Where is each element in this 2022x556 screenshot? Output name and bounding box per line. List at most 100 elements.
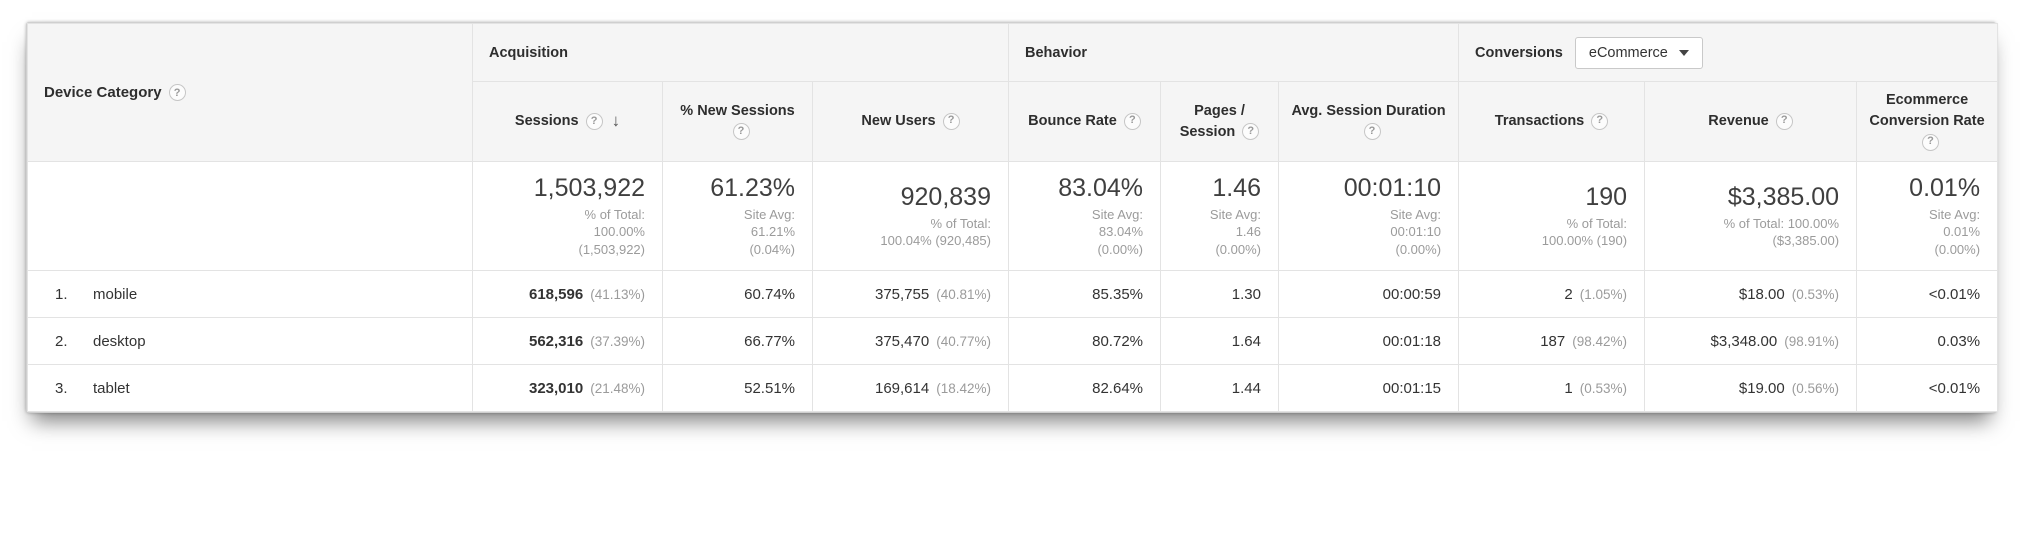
transactions-percent: (1.05%) xyxy=(1579,286,1628,302)
column-header-device-category[interactable]: Device Category? xyxy=(27,22,473,163)
column-label: Pages / Session xyxy=(1179,102,1245,140)
column-header-ecommerce-conversion-rate[interactable]: Ecommerce Conversion Rate? xyxy=(1856,80,1999,163)
cell-new-sessions: 52.51% xyxy=(662,364,813,413)
new-users-value: 375,470 xyxy=(874,332,930,350)
cell-pages-session: 1.44 xyxy=(1160,364,1279,413)
table-row[interactable]: 1. mobile 618,596 (41.13%) 60.74% 375,755 (… xyxy=(27,270,1999,319)
summary-avg-session-duration: 00:01:10 Site Avg: 00:01:10 (0.00%) xyxy=(1277,161,1460,272)
cell-bounce-rate: 82.64% xyxy=(1008,364,1161,413)
table-header: Device Category? Acquisition Behavior Co… xyxy=(27,22,1999,163)
new-users-value: 375,755 xyxy=(874,285,930,303)
sort-descending-icon[interactable]: ↓ xyxy=(611,111,621,131)
cell-new-users: 375,755 (40.81%) xyxy=(812,270,1009,319)
help-icon[interactable]: ? xyxy=(942,112,960,130)
revenue-value: $3,348.00 xyxy=(1710,332,1778,350)
column-label: Avg. Session Duration xyxy=(1291,102,1446,119)
cell-revenue: $3,348.00 (98.91%) xyxy=(1644,317,1858,366)
dropdown-caret-icon xyxy=(1678,49,1689,56)
group-header-acquisition: Acquisition xyxy=(472,23,1009,82)
new-sessions-value: 52.51% xyxy=(744,379,795,397)
summary-ecommerce-conversion-rate: 0.01% Site Avg: 0.01% (0.00%) xyxy=(1856,161,1999,272)
column-header-new-users[interactable]: New Users? xyxy=(812,80,1009,163)
column-header-transactions[interactable]: Transactions? xyxy=(1458,80,1646,163)
column-label: New Users xyxy=(861,113,936,130)
new-sessions-value: 60.74% xyxy=(744,285,795,303)
sessions-percent: (21.48%) xyxy=(590,380,645,396)
bounce-rate-value: 82.64% xyxy=(1092,379,1143,397)
help-icon[interactable]: ? xyxy=(168,84,186,102)
cell-avg-session-duration: 00:01:15 xyxy=(1277,364,1460,413)
summary-subtext: % of Total: 100.00% (1,503,922) xyxy=(578,206,646,257)
device-category-value[interactable]: tablet xyxy=(93,379,130,397)
summary-value: 1.46 xyxy=(1212,174,1261,203)
column-header-bounce-rate[interactable]: Bounce Rate? xyxy=(1008,80,1161,163)
summary-value: 1,503,922 xyxy=(533,174,645,203)
ecommerce-dropdown[interactable]: eCommerce xyxy=(1574,36,1703,69)
group-header-row: Device Category? Acquisition Behavior Co… xyxy=(27,22,1999,163)
sessions-percent: (41.13%) xyxy=(590,286,645,302)
cell-ecommerce-conversion-rate: <0.01% xyxy=(1856,364,1999,413)
column-label: Sessions xyxy=(514,113,579,130)
column-header-pages-session[interactable]: Pages / Session? xyxy=(1160,80,1279,163)
column-header-avg-session-duration[interactable]: Avg. Session Duration? xyxy=(1277,80,1460,163)
summary-subtext: % of Total: 100.04% (920,485) xyxy=(880,215,991,249)
summary-value: 920,839 xyxy=(900,182,991,211)
cell-pages-session: 1.64 xyxy=(1160,317,1279,366)
summary-transactions: 190 % of Total: 100.00% (190) xyxy=(1458,161,1646,272)
table-row[interactable]: 3. tablet 323,010 (21.48%) 52.51% 169,614 (… xyxy=(27,364,1999,413)
row-rank: 3. xyxy=(55,379,68,397)
device-category-value[interactable]: mobile xyxy=(93,285,138,303)
summary-bounce-rate: 83.04% Site Avg: 83.04% (0.00%) xyxy=(1008,161,1161,272)
cell-sessions: 562,316 (37.39%) xyxy=(472,317,663,366)
help-icon[interactable]: ? xyxy=(1123,112,1141,130)
device-category-value[interactable]: desktop xyxy=(93,332,146,350)
new-sessions-value: 66.77% xyxy=(744,332,795,350)
help-icon[interactable]: ? xyxy=(1363,123,1381,141)
cell-ecommerce-conversion-rate: <0.01% xyxy=(1856,270,1999,319)
column-label: Device Category xyxy=(44,83,162,101)
summary-sessions: 1,503,922 % of Total: 100.00% (1,503,922) xyxy=(472,161,663,272)
sessions-value: 323,010 xyxy=(528,379,584,397)
column-label: Revenue xyxy=(1708,113,1769,130)
cell-ecommerce-conversion-rate: 0.03% xyxy=(1856,317,1999,366)
dropdown-selected-value: eCommerce xyxy=(1588,44,1668,61)
conversion-rate-value: 0.03% xyxy=(1937,332,1981,350)
revenue-value: $18.00 xyxy=(1738,285,1785,303)
summary-value: 83.04% xyxy=(1058,174,1143,203)
cell-new-users: 375,470 (40.77%) xyxy=(812,317,1009,366)
row-rank: 2. xyxy=(55,332,68,350)
summary-value: 0.01% xyxy=(1909,174,1981,203)
cell-sessions: 323,010 (21.48%) xyxy=(472,364,663,413)
summary-value: 00:01:10 xyxy=(1343,174,1442,203)
help-icon[interactable]: ? xyxy=(585,113,603,131)
revenue-percent: (98.91%) xyxy=(1784,333,1840,349)
summary-pages-session: 1.46 Site Avg: 1.46 (0.00%) xyxy=(1160,161,1279,272)
summary-subtext: % of Total: 100.00% ($3,385.00) xyxy=(1723,215,1840,249)
cell-new-users: 169,614 (18.42%) xyxy=(812,364,1009,413)
column-header-sessions[interactable]: Sessions? ↓ xyxy=(472,80,663,163)
help-icon[interactable]: ? xyxy=(732,123,750,141)
row-rank: 1. xyxy=(55,285,68,303)
summary-row: 1,503,922 % of Total: 100.00% (1,503,922)… xyxy=(27,161,1999,272)
table-row[interactable]: 2. desktop 562,316 (37.39%) 66.77% 375,470… xyxy=(27,317,1999,366)
help-icon[interactable]: ? xyxy=(1922,133,1940,151)
cell-revenue: $19.00 (0.56%) xyxy=(1644,364,1858,413)
transactions-percent: (0.53%) xyxy=(1579,380,1628,396)
summary-value: $3,385.00 xyxy=(1727,182,1840,211)
group-label: Conversions xyxy=(1475,44,1563,61)
summary-subtext: Site Avg: 0.01% (0.00%) xyxy=(1928,206,1981,257)
help-icon[interactable]: ? xyxy=(1242,123,1260,141)
column-header-revenue[interactable]: Revenue? xyxy=(1644,80,1858,163)
cell-bounce-rate: 80.72% xyxy=(1008,317,1161,366)
transactions-value: 187 xyxy=(1540,332,1566,350)
cell-new-sessions: 66.77% xyxy=(662,317,813,366)
sessions-value: 562,316 xyxy=(528,332,584,350)
cell-revenue: $18.00 (0.53%) xyxy=(1644,270,1858,319)
conversion-rate-value: <0.01% xyxy=(1928,379,1981,397)
column-header-new-sessions[interactable]: % New Sessions? xyxy=(662,80,813,163)
summary-subtext: Site Avg: 61.21% (0.04%) xyxy=(743,206,795,257)
help-icon[interactable]: ? xyxy=(1775,112,1793,130)
revenue-percent: (0.56%) xyxy=(1791,380,1840,396)
summary-subtext: Site Avg: 83.04% (0.00%) xyxy=(1091,206,1143,257)
help-icon[interactable]: ? xyxy=(1591,112,1609,130)
